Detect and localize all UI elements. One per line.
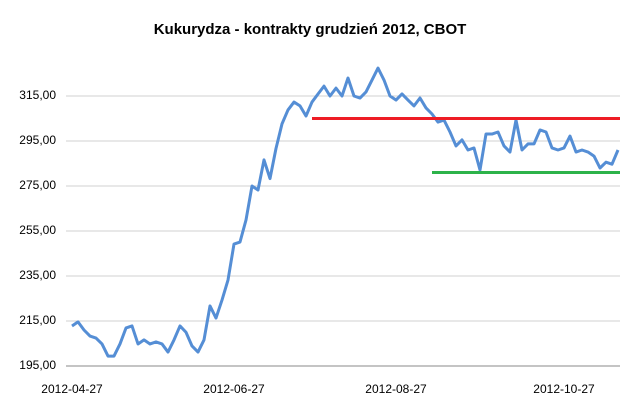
- y-tick-label: 235,00: [19, 268, 56, 282]
- x-tick-label: 2012-04-27: [41, 382, 103, 396]
- chart-title: Kukurydza - kontrakty grudzień 2012, CBO…: [154, 21, 467, 38]
- y-tick-label: 295,00: [19, 133, 56, 147]
- y-tick-label: 195,00: [19, 358, 56, 372]
- y-tick-label: 275,00: [19, 178, 56, 192]
- y-tick-label: 215,00: [19, 313, 56, 327]
- x-tick-label: 2012-08-27: [365, 382, 427, 396]
- x-tick-label: 2012-06-27: [203, 382, 265, 396]
- x-tick-label: 2012-10-27: [533, 382, 595, 396]
- y-tick-label: 315,00: [19, 88, 56, 102]
- y-tick-label: 255,00: [19, 223, 56, 237]
- data-line: [71, 66, 620, 358]
